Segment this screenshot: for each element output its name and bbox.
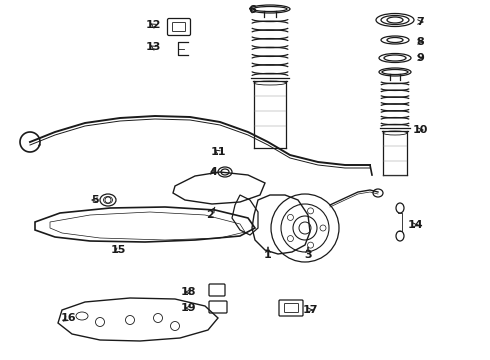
Text: 5: 5: [91, 195, 99, 205]
Text: 11: 11: [210, 147, 226, 157]
Text: 18: 18: [180, 287, 196, 297]
Text: 17: 17: [302, 305, 318, 315]
Text: 1: 1: [264, 247, 272, 260]
Text: 14: 14: [407, 220, 423, 230]
Text: 4: 4: [209, 167, 217, 177]
Text: 15: 15: [110, 245, 126, 255]
Text: 9: 9: [416, 53, 424, 63]
Text: 2: 2: [206, 207, 215, 220]
Text: 12: 12: [145, 20, 161, 30]
Text: 8: 8: [416, 37, 424, 47]
Text: 7: 7: [416, 17, 424, 27]
Text: 10: 10: [412, 125, 428, 135]
Text: 19: 19: [180, 303, 196, 313]
Text: 3: 3: [304, 247, 312, 260]
Text: 6: 6: [248, 5, 256, 15]
Text: 13: 13: [146, 42, 161, 52]
Text: 16: 16: [60, 313, 76, 323]
